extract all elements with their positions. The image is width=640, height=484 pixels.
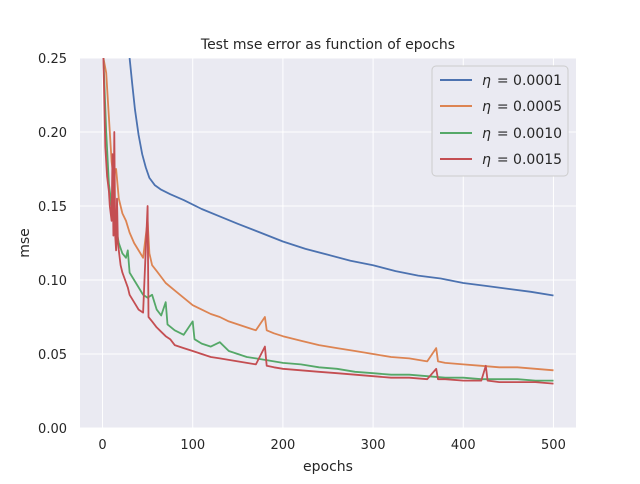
y-axis-label: mse <box>17 228 33 258</box>
y-tick-label: 0.00 <box>38 422 67 437</box>
legend: η = 0.0001 η = 0.0005 η = 0.0010 η = 0.0015 <box>431 65 569 177</box>
series-line-1 <box>128 58 554 297</box>
x-tick-label: 0 <box>98 438 106 453</box>
legend-value-2: = 0.0005 <box>497 99 562 115</box>
legend-eta-1: η <box>482 73 491 89</box>
x-tick-label: 300 <box>361 438 386 453</box>
y-tick-label: 0.05 <box>38 348 67 363</box>
series-line-3 <box>102 58 554 382</box>
x-axis-label: epochs <box>303 459 353 475</box>
y-tick-label: 0.25 <box>38 52 67 67</box>
series-line-4 <box>102 58 554 385</box>
legend-eta-2: η <box>482 99 491 115</box>
x-tick-labels: 0 100 200 300 400 500 <box>98 438 565 453</box>
chart-title: Test mse error as function of epochs <box>200 37 455 53</box>
x-tick-label: 500 <box>541 438 566 453</box>
legend-value-3: = 0.0010 <box>497 126 562 142</box>
y-tick-label: 0.15 <box>38 200 67 215</box>
x-tick-label: 400 <box>451 438 476 453</box>
legend-label-3: η = 0.0010 <box>482 126 562 142</box>
series-line-2 <box>102 58 554 372</box>
legend-value-1: = 0.0001 <box>497 73 562 89</box>
y-tick-labels: 0.00 0.05 0.10 0.15 0.20 0.25 <box>38 52 67 437</box>
legend-eta-3: η <box>482 126 491 142</box>
legend-value-4: = 0.0015 <box>497 152 562 168</box>
y-tick-label: 0.20 <box>38 126 67 141</box>
series-lines <box>102 58 554 385</box>
legend-label-2: η = 0.0005 <box>482 99 562 115</box>
legend-box <box>431 65 569 177</box>
y-tick-label: 0.10 <box>38 274 67 289</box>
legend-label-4: η = 0.0015 <box>482 152 562 168</box>
x-tick-label: 200 <box>270 438 295 453</box>
legend-label-1: η = 0.0001 <box>482 73 562 89</box>
x-tick-label: 100 <box>180 438 205 453</box>
legend-eta-4: η <box>482 152 491 168</box>
